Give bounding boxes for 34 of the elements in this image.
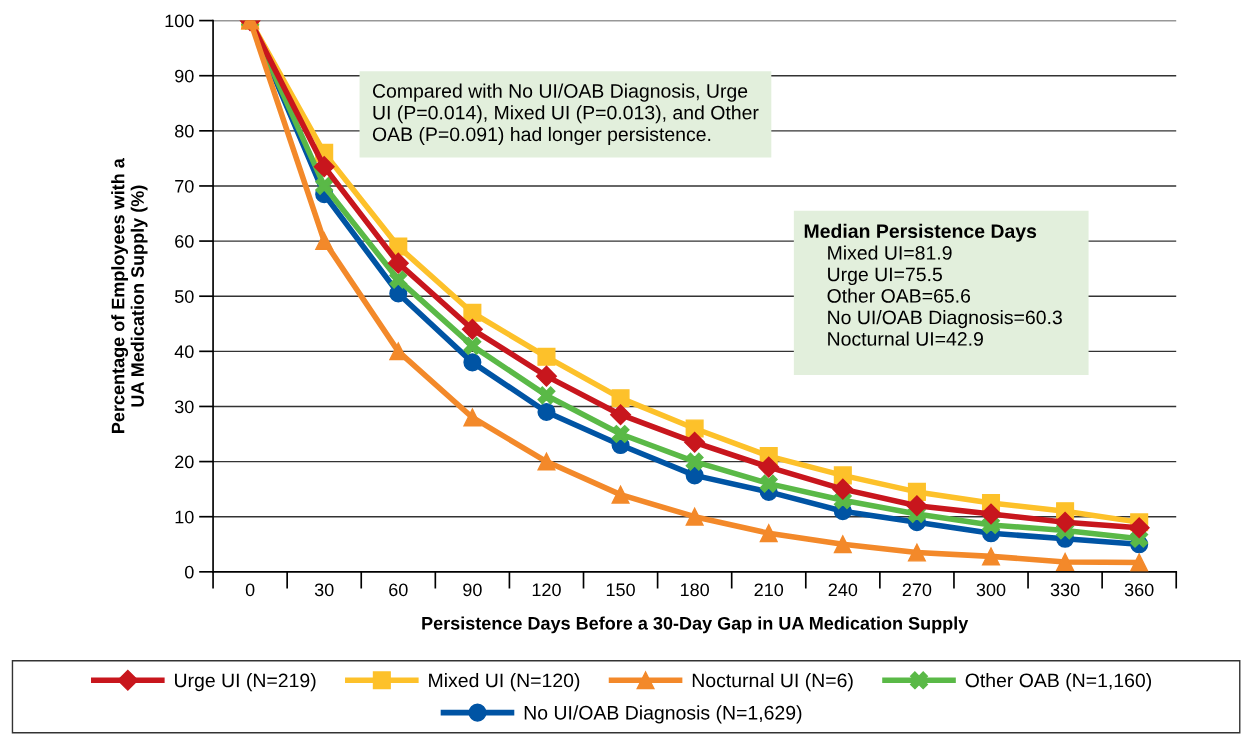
y-tick-label: 40 [174,345,194,359]
legend-label: Other OAB (N=1,160) [965,673,1152,692]
x-tick-label: 360 [1124,583,1154,597]
x-tick-label: 60 [389,583,408,597]
annotation: Mixed UI=81.9 Urge UI=75.5 Other OAB=65.6 No UI/OAB Diagnosis=60.3 Nocturnal UI=42.9 [827,245,1062,346]
x-tick-label: 270 [902,583,932,597]
annotation: Compared with No UI/OAB Diagnosis, Urge UI (P=0.014), Mixed UI (P=0.013), and Other OAB (P=0.091) had longer persistence. [372,83,759,145]
x-tick-label: 150 [606,583,635,597]
y-tick-label: 90 [175,69,194,83]
x-axis-title: Persistence Days Before a 30-Day Gap in UA Medication Supply [422,616,969,634]
y-tick-label: 0 [184,565,194,579]
y-tick-label: 100 [165,14,194,28]
y-tick-label: 80 [175,124,194,138]
x-tick-label: 240 [828,583,858,597]
y-axis-title: Percentage of Employees with a UA Medication Supply (%) [111,158,148,433]
y-tick-label: 30 [174,400,194,414]
legend-label: Mixed UI (N=120) [429,673,580,692]
x-tick-label: 210 [754,583,784,597]
x-tick-label: 330 [1050,583,1080,597]
y-tick-label: 20 [175,455,194,469]
y-tick-label: 70 [175,179,194,193]
x-tick-label: 30 [314,583,334,597]
y-tick-label: 60 [175,235,194,248]
x-tick-label: 300 [976,583,1006,597]
legend-label: Urge UI (N=219) [175,673,316,692]
x-tick-label: 120 [532,583,561,597]
y-tick-label: 10 [175,510,194,524]
legend-label: Nocturnal UI (N=6) [692,673,853,692]
annotation: Median Persistence Days [804,223,1037,242]
legend-label: No UI/OAB Diagnosis (N=1,629) [524,705,802,724]
y-tick-label: 50 [174,290,194,303]
x-tick-label: 0 [245,583,255,597]
x-tick-label: 180 [680,583,709,597]
x-tick-label: 90 [463,583,482,597]
